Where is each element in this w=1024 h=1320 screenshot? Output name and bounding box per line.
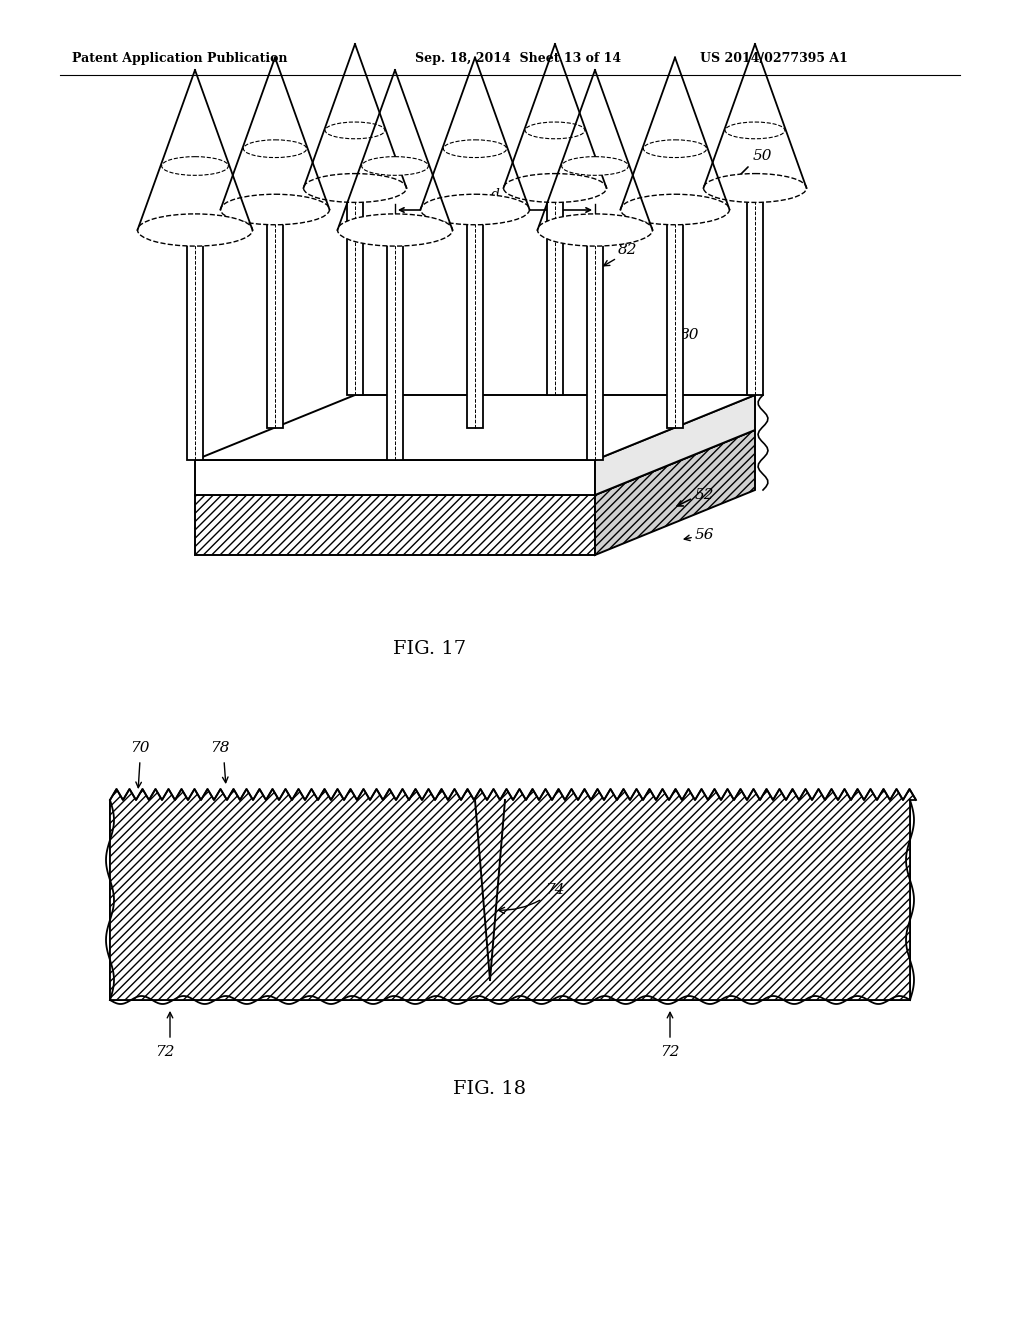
Ellipse shape — [162, 157, 228, 176]
Ellipse shape — [538, 214, 652, 246]
Polygon shape — [267, 210, 283, 428]
Ellipse shape — [244, 140, 306, 157]
Ellipse shape — [504, 173, 606, 202]
Polygon shape — [195, 395, 755, 459]
Text: 82: 82 — [618, 243, 638, 257]
Polygon shape — [667, 210, 683, 428]
Text: Sep. 18, 2014  Sheet 13 of 14: Sep. 18, 2014 Sheet 13 of 14 — [415, 51, 622, 65]
Ellipse shape — [525, 121, 585, 139]
Text: FIG. 17: FIG. 17 — [393, 640, 467, 657]
Polygon shape — [587, 230, 603, 459]
Polygon shape — [467, 210, 483, 428]
Polygon shape — [387, 230, 403, 459]
Polygon shape — [195, 430, 755, 495]
Ellipse shape — [338, 214, 453, 246]
Ellipse shape — [443, 140, 507, 157]
Ellipse shape — [326, 121, 385, 139]
Ellipse shape — [621, 194, 729, 224]
Ellipse shape — [303, 173, 407, 202]
Text: 72: 72 — [660, 1045, 680, 1059]
Text: 52: 52 — [695, 488, 715, 502]
Text: 80: 80 — [680, 327, 699, 342]
Ellipse shape — [561, 157, 629, 176]
Text: d: d — [490, 187, 500, 202]
Polygon shape — [195, 459, 595, 495]
Ellipse shape — [725, 121, 784, 139]
Polygon shape — [547, 187, 563, 395]
Ellipse shape — [703, 173, 807, 202]
Text: 70: 70 — [130, 741, 150, 755]
Text: 56: 56 — [695, 528, 715, 543]
Text: US 2014/0277395 A1: US 2014/0277395 A1 — [700, 51, 848, 65]
Polygon shape — [110, 789, 916, 1001]
Ellipse shape — [421, 194, 529, 224]
Text: 74: 74 — [499, 883, 564, 913]
Ellipse shape — [643, 140, 707, 157]
Polygon shape — [110, 800, 910, 1001]
Text: Patent Application Publication: Patent Application Publication — [72, 51, 288, 65]
Ellipse shape — [361, 157, 428, 176]
Text: 54: 54 — [660, 422, 680, 437]
Text: 78: 78 — [210, 741, 229, 755]
Polygon shape — [187, 230, 203, 459]
Polygon shape — [195, 495, 595, 554]
Text: 72: 72 — [156, 1045, 175, 1059]
Text: 50: 50 — [753, 149, 772, 162]
Polygon shape — [746, 187, 763, 395]
Polygon shape — [595, 430, 755, 554]
Polygon shape — [347, 187, 362, 395]
Ellipse shape — [137, 214, 253, 246]
Polygon shape — [595, 395, 755, 495]
Text: FIG. 18: FIG. 18 — [454, 1080, 526, 1098]
Ellipse shape — [220, 194, 330, 224]
